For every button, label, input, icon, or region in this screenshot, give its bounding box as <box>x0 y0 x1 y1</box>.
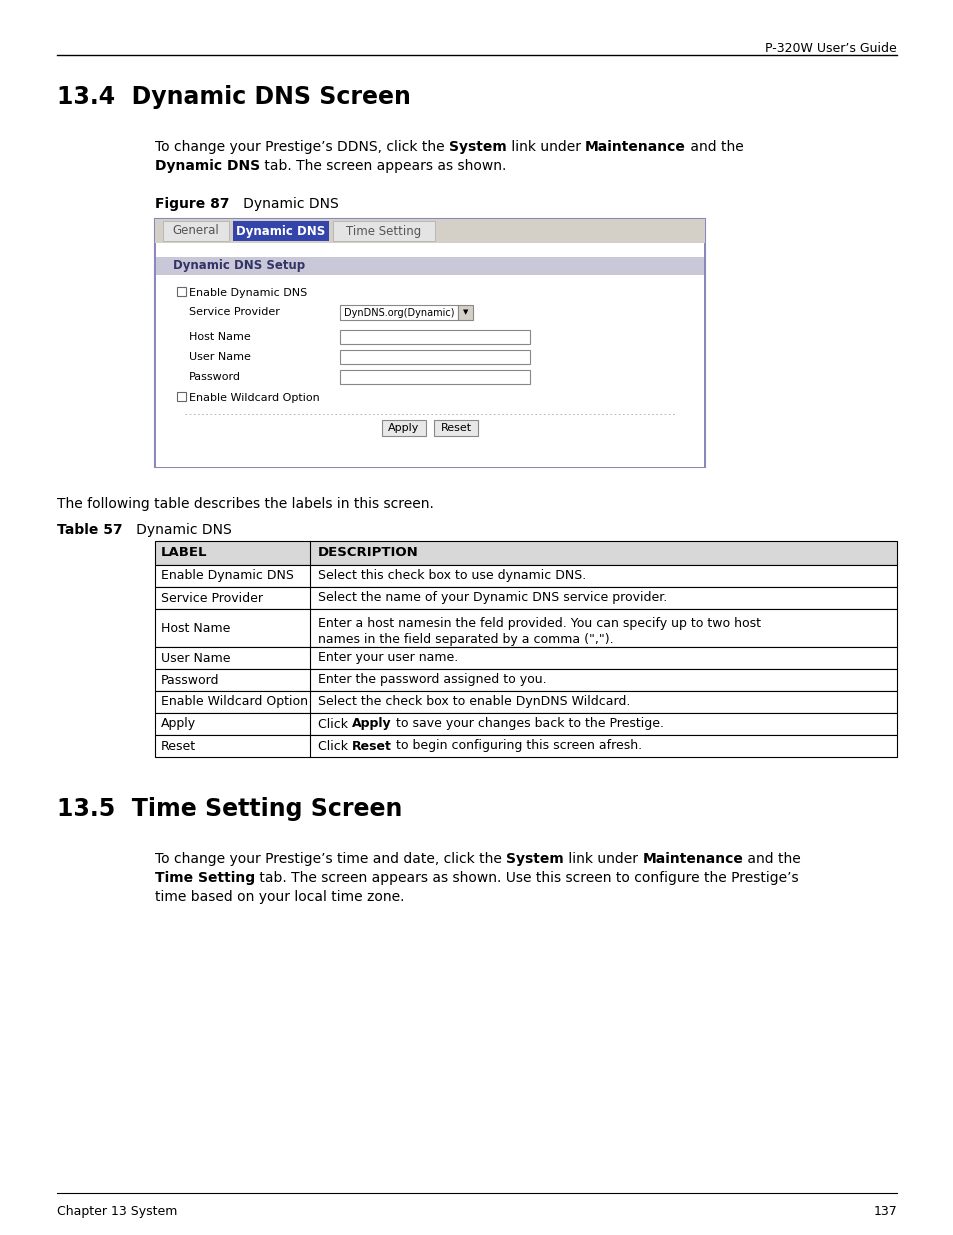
Text: to begin configuring this screen afresh.: to begin configuring this screen afresh. <box>392 740 641 752</box>
Text: The following table describes the labels in this screen.: The following table describes the labels… <box>57 496 434 511</box>
Text: Time Setting: Time Setting <box>154 871 254 885</box>
Text: LABEL: LABEL <box>161 547 208 559</box>
Bar <box>154 647 896 669</box>
Bar <box>154 587 896 609</box>
Text: Click: Click <box>317 718 352 730</box>
Text: link under: link under <box>506 140 584 154</box>
Text: System: System <box>449 140 506 154</box>
Bar <box>154 713 896 735</box>
Text: System: System <box>506 852 563 866</box>
Bar <box>156 257 703 275</box>
Text: Enter a host namesin the feld provided. You can specify up to two host: Enter a host namesin the feld provided. … <box>317 618 760 630</box>
Bar <box>154 735 896 757</box>
Text: Dynamic DNS Setup: Dynamic DNS Setup <box>172 259 305 273</box>
Text: 13.5  Time Setting Screen: 13.5 Time Setting Screen <box>57 797 402 821</box>
Text: Host Name: Host Name <box>189 332 251 342</box>
Text: Enable Dynamic DNS: Enable Dynamic DNS <box>161 569 294 583</box>
Text: link under: link under <box>563 852 641 866</box>
Bar <box>434 420 477 436</box>
Bar <box>156 243 703 467</box>
Text: Enter your user name.: Enter your user name. <box>317 652 457 664</box>
Text: To change your Prestige’s DDNS, click the: To change your Prestige’s DDNS, click th… <box>154 140 449 154</box>
Bar <box>154 692 896 713</box>
Text: Click: Click <box>317 740 352 752</box>
Bar <box>339 330 530 345</box>
Bar <box>154 219 704 467</box>
Bar <box>381 420 426 436</box>
Text: User Name: User Name <box>189 352 251 362</box>
Text: 13.4  Dynamic DNS Screen: 13.4 Dynamic DNS Screen <box>57 85 411 109</box>
Text: and the: and the <box>685 140 743 154</box>
Bar <box>339 305 457 320</box>
Text: tab. The screen appears as shown.: tab. The screen appears as shown. <box>260 159 506 173</box>
Text: Password: Password <box>161 673 219 687</box>
Text: P-320W User’s Guide: P-320W User’s Guide <box>764 42 896 56</box>
Text: General: General <box>172 225 219 237</box>
Text: ▼: ▼ <box>462 310 468 315</box>
Text: Reset: Reset <box>440 424 471 433</box>
Text: Enable Wildcard Option: Enable Wildcard Option <box>161 695 308 709</box>
Text: Service Provider: Service Provider <box>189 308 279 317</box>
Bar <box>339 350 530 364</box>
Bar <box>154 669 896 692</box>
Text: Enable Wildcard Option: Enable Wildcard Option <box>189 393 319 403</box>
Bar <box>154 219 704 243</box>
Text: DynDNS.org(Dynamic): DynDNS.org(Dynamic) <box>344 308 454 317</box>
Text: and the: and the <box>742 852 801 866</box>
Text: Chapter 13 System: Chapter 13 System <box>57 1205 177 1218</box>
Bar <box>233 221 328 241</box>
Text: to save your changes back to the Prestige.: to save your changes back to the Prestig… <box>392 718 663 730</box>
Text: Apply: Apply <box>388 424 419 433</box>
Text: Select the check box to enable DynDNS Wildcard.: Select the check box to enable DynDNS Wi… <box>317 695 630 709</box>
Text: Time Setting: Time Setting <box>346 225 421 237</box>
Text: Dynamic DNS: Dynamic DNS <box>236 225 325 237</box>
Text: Apply: Apply <box>161 718 196 730</box>
Text: Password: Password <box>189 372 241 382</box>
Text: time based on your local time zone.: time based on your local time zone. <box>154 890 404 904</box>
Bar <box>154 609 896 647</box>
Text: tab. The screen appears as shown. Use this screen to configure the Prestige’s: tab. The screen appears as shown. Use th… <box>254 871 798 885</box>
Text: Select this check box to use dynamic DNS.: Select this check box to use dynamic DNS… <box>317 569 586 583</box>
Text: Maintenance: Maintenance <box>641 852 742 866</box>
Text: Dynamic DNS: Dynamic DNS <box>154 159 260 173</box>
Text: User Name: User Name <box>161 652 231 664</box>
Text: DESCRIPTION: DESCRIPTION <box>317 547 418 559</box>
Text: Maintenance: Maintenance <box>584 140 685 154</box>
Text: Enable Dynamic DNS: Enable Dynamic DNS <box>189 288 307 298</box>
Text: Figure 87: Figure 87 <box>154 198 230 211</box>
Text: Select the name of your Dynamic DNS service provider.: Select the name of your Dynamic DNS serv… <box>317 592 666 604</box>
Text: names in the field separated by a comma (",").: names in the field separated by a comma … <box>317 634 613 646</box>
Text: Reset: Reset <box>352 740 392 752</box>
Text: Dynamic DNS: Dynamic DNS <box>230 198 338 211</box>
Bar <box>156 243 703 257</box>
Text: Enter the password assigned to you.: Enter the password assigned to you. <box>317 673 546 687</box>
Text: Dynamic DNS: Dynamic DNS <box>123 522 232 537</box>
Text: Host Name: Host Name <box>161 621 230 635</box>
Bar <box>177 391 186 401</box>
Text: Service Provider: Service Provider <box>161 592 263 604</box>
Bar <box>154 541 896 564</box>
Bar <box>163 221 229 241</box>
Text: 137: 137 <box>872 1205 896 1218</box>
Text: Apply: Apply <box>352 718 392 730</box>
Bar <box>339 370 530 384</box>
Bar <box>154 564 896 587</box>
Text: To change your Prestige’s time and date, click the: To change your Prestige’s time and date,… <box>154 852 506 866</box>
Bar <box>333 221 435 241</box>
Bar <box>457 305 473 320</box>
Text: Table 57: Table 57 <box>57 522 123 537</box>
Bar <box>177 287 186 296</box>
Text: Reset: Reset <box>161 740 196 752</box>
